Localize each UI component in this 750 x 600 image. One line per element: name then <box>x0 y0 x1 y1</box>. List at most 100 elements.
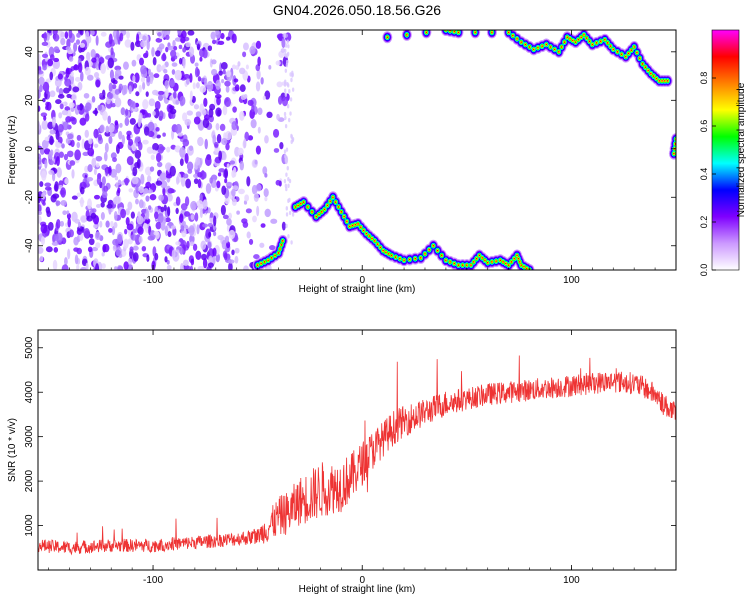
noise-blob <box>55 142 62 149</box>
noise-blob <box>204 77 208 88</box>
noise-blob <box>157 143 165 154</box>
noise-blob <box>145 209 150 220</box>
noise-blob <box>42 97 46 103</box>
noise-blob <box>234 84 240 92</box>
noise-blob <box>167 45 175 51</box>
noise-blob <box>110 168 118 178</box>
noise-blob <box>232 166 237 178</box>
x-tick-label: 0 <box>359 275 365 286</box>
noise-blob <box>257 56 261 67</box>
noise-blob <box>189 241 195 247</box>
noise-blob <box>137 226 144 235</box>
noise-blob <box>43 115 47 121</box>
noise-blob <box>111 225 116 236</box>
noise-blob <box>147 113 152 118</box>
noise-blob <box>142 188 150 194</box>
noise-blob <box>119 122 123 128</box>
noise-blob <box>213 231 217 237</box>
noise-blob <box>202 117 210 129</box>
noise-blob <box>59 220 65 227</box>
noise-blob <box>84 66 91 76</box>
noise-blob <box>150 154 155 161</box>
noise-blob <box>155 152 162 163</box>
noise-blob <box>251 104 255 113</box>
noise-blob <box>45 83 49 95</box>
ridge-blob <box>470 264 472 267</box>
noise-blob <box>192 243 198 251</box>
noise-blob <box>194 212 199 222</box>
noise-blob <box>268 64 272 70</box>
noise-blob <box>74 76 81 82</box>
noise-blob <box>76 264 80 270</box>
noise-blob <box>79 197 84 208</box>
ridge-blob <box>387 252 390 255</box>
noise-blob <box>286 39 289 44</box>
noise-blob <box>165 174 173 179</box>
noise-blob <box>218 150 223 161</box>
noise-blob <box>225 142 230 151</box>
noise-blob <box>185 178 192 189</box>
ridge-blob <box>641 63 644 65</box>
noise-blob <box>53 247 59 253</box>
noise-blob <box>222 69 226 75</box>
noise-blob <box>285 206 289 211</box>
noise-blob <box>115 144 120 154</box>
noise-blob <box>155 37 163 43</box>
noise-blob <box>199 56 203 62</box>
noise-blob <box>288 210 292 216</box>
noise-blob <box>44 159 48 169</box>
noise-blob <box>64 257 68 266</box>
noise-blob <box>93 143 99 148</box>
ridge-blob <box>256 264 259 267</box>
noise-blob <box>151 47 155 57</box>
noise-blob <box>197 136 204 147</box>
noise-blob <box>255 81 261 92</box>
snr-x-ticks: -100 0 100 <box>48 330 677 586</box>
noise-blob <box>235 65 240 71</box>
noise-blob <box>159 172 167 181</box>
noise-blob <box>289 97 293 102</box>
noise-blob <box>257 107 263 115</box>
noise-blob <box>266 111 273 119</box>
noise-blob <box>69 160 76 166</box>
noise-blob <box>132 75 136 83</box>
ridge-blob <box>279 248 281 250</box>
noise-blob <box>93 194 101 200</box>
noise-blob <box>49 129 56 135</box>
noise-blob <box>164 225 169 237</box>
noise-blob <box>146 39 150 51</box>
noise-blob <box>175 196 181 206</box>
noise-blob <box>74 254 79 265</box>
y-tick-label: 1000 <box>24 514 35 537</box>
noise-blob <box>106 203 113 209</box>
noise-blob <box>177 132 184 137</box>
noise-blob <box>162 186 166 196</box>
noise-blob <box>224 80 231 87</box>
noise-blob <box>52 171 56 182</box>
ridge-blob <box>566 36 568 39</box>
noise-blob <box>63 153 69 161</box>
noise-blob <box>142 139 149 145</box>
noise-blob <box>56 86 60 93</box>
noise-blob <box>186 110 194 116</box>
noise-blob <box>84 113 90 122</box>
noise-blob <box>49 135 54 146</box>
noise-blob <box>50 194 57 203</box>
ridge-blob <box>516 254 518 257</box>
noise-blob <box>178 57 183 65</box>
noise-blob <box>284 68 288 73</box>
noise-blob <box>285 212 289 217</box>
noise-blob <box>80 71 84 82</box>
noise-blob <box>244 131 250 142</box>
noise-blob <box>114 266 118 270</box>
noise-blob <box>228 212 233 220</box>
noise-blob <box>114 65 122 71</box>
noise-blob <box>215 30 221 39</box>
noise-blob <box>62 121 69 131</box>
noise-blob <box>134 102 140 108</box>
noise-blob <box>148 98 155 107</box>
ridge-blob <box>652 75 655 77</box>
noise-blob <box>56 232 63 244</box>
noise-blob <box>283 33 287 38</box>
noise-blob <box>52 259 58 270</box>
